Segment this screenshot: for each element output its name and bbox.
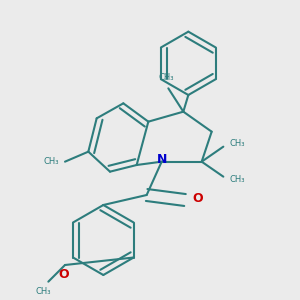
Text: CH₃: CH₃ [229, 175, 245, 184]
Text: CH₃: CH₃ [159, 73, 174, 82]
Text: O: O [192, 192, 203, 205]
Text: CH₃: CH₃ [36, 287, 51, 296]
Text: CH₃: CH₃ [229, 140, 245, 148]
Text: CH₃: CH₃ [44, 157, 59, 166]
Text: O: O [58, 268, 69, 281]
Text: N: N [157, 154, 167, 166]
